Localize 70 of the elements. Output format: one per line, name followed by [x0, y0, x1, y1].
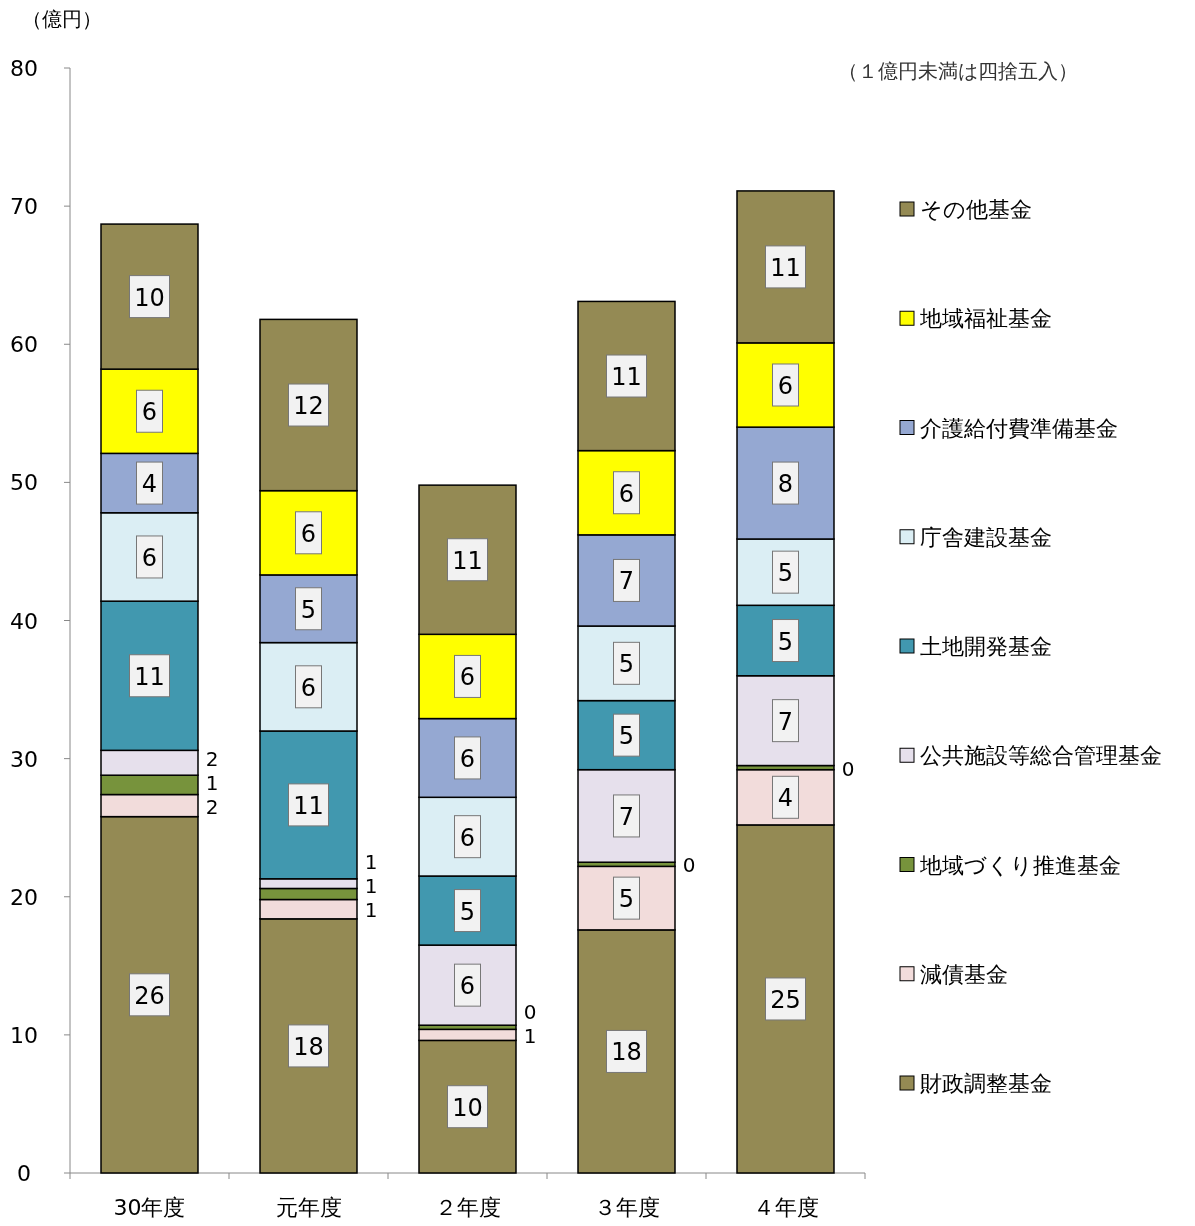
data-label: 26 — [134, 981, 165, 1010]
data-label: 6 — [777, 372, 794, 400]
data-label: 0 — [682, 853, 696, 878]
data-label: 1 — [523, 1023, 537, 1048]
data-label: 11 — [452, 546, 483, 575]
data-label: 4 — [777, 784, 794, 813]
data-label: 6 — [459, 823, 476, 852]
data-label: 18 — [611, 1038, 642, 1067]
x-tick-label: 30年度 — [113, 1195, 186, 1220]
data-label: 1 — [364, 898, 378, 923]
x-tick-label: 元年度 — [275, 1195, 342, 1220]
x-tick-label: ２年度 — [434, 1195, 501, 1220]
data-label: 11 — [293, 791, 324, 820]
data-label: 6 — [141, 398, 158, 427]
data-label: 10 — [452, 1093, 483, 1122]
data-label: 4 — [141, 470, 158, 499]
data-label: 6 — [459, 744, 476, 773]
data-label: 11 — [134, 662, 165, 691]
legend-label: その他基金 — [920, 197, 1032, 222]
legend-label: 財政調整基金 — [920, 1071, 1052, 1096]
data-label: 5 — [618, 650, 635, 679]
data-label: 25 — [770, 985, 801, 1014]
data-label: 6 — [618, 479, 635, 508]
legend-label: 介護給付費準備基金 — [920, 415, 1118, 441]
data-label: 6 — [141, 543, 158, 572]
data-label: 6 — [459, 663, 476, 692]
data-label: 5 — [777, 559, 794, 588]
y-axis-title: （億円） — [22, 7, 102, 31]
data-label: 12 — [293, 392, 324, 421]
data-label: 5 — [300, 595, 317, 624]
y-tick-label: 0 — [17, 1161, 31, 1186]
data-label: 7 — [777, 707, 794, 736]
data-label: 1 — [364, 874, 378, 899]
annotation: （１億円未満は四捨五入） — [838, 59, 1078, 83]
data-label: 1 — [205, 770, 219, 795]
data-label: 5 — [618, 885, 635, 914]
data-label: 5 — [459, 897, 476, 926]
legend-label: 土地開発基金 — [920, 634, 1052, 659]
data-label: 18 — [293, 1032, 324, 1061]
data-label: 11 — [770, 253, 801, 282]
y-tick-label: 80 — [10, 56, 38, 81]
data-label: 11 — [611, 363, 642, 392]
y-tick-label: 70 — [10, 194, 38, 220]
data-label: 0 — [841, 756, 855, 781]
data-label: 6 — [459, 972, 476, 1001]
data-label: 1 — [364, 850, 378, 875]
x-tick-label: ３年度 — [593, 1195, 660, 1220]
legend-label: 地域福祉基金 — [919, 306, 1052, 332]
legend-label: 減債基金 — [920, 961, 1008, 987]
data-label: 10 — [134, 283, 165, 312]
data-label: 7 — [618, 802, 635, 831]
legend-label: 公共施設等総合管理基金 — [920, 743, 1162, 769]
y-tick-label: 50 — [10, 470, 38, 496]
data-label: 8 — [777, 470, 794, 499]
y-tick-label: 20 — [10, 884, 38, 910]
y-tick-label: 60 — [10, 332, 38, 358]
data-label: 7 — [618, 567, 635, 596]
data-label: 6 — [300, 519, 317, 548]
x-tick-label: ４年度 — [752, 1195, 819, 1220]
data-label: 2 — [205, 746, 219, 771]
data-label: 5 — [618, 722, 635, 751]
data-label: 2 — [205, 794, 219, 819]
data-label: 5 — [777, 627, 794, 656]
legend-label: 庁舎建設基金 — [920, 524, 1052, 550]
y-tick-label: 40 — [10, 608, 38, 634]
y-tick-label: 30 — [10, 746, 38, 772]
data-label: 0 — [523, 999, 537, 1024]
legend-label: 地域づくり推進基金 — [919, 852, 1121, 878]
data-label: 6 — [300, 673, 317, 702]
y-tick-label: 10 — [10, 1022, 38, 1048]
